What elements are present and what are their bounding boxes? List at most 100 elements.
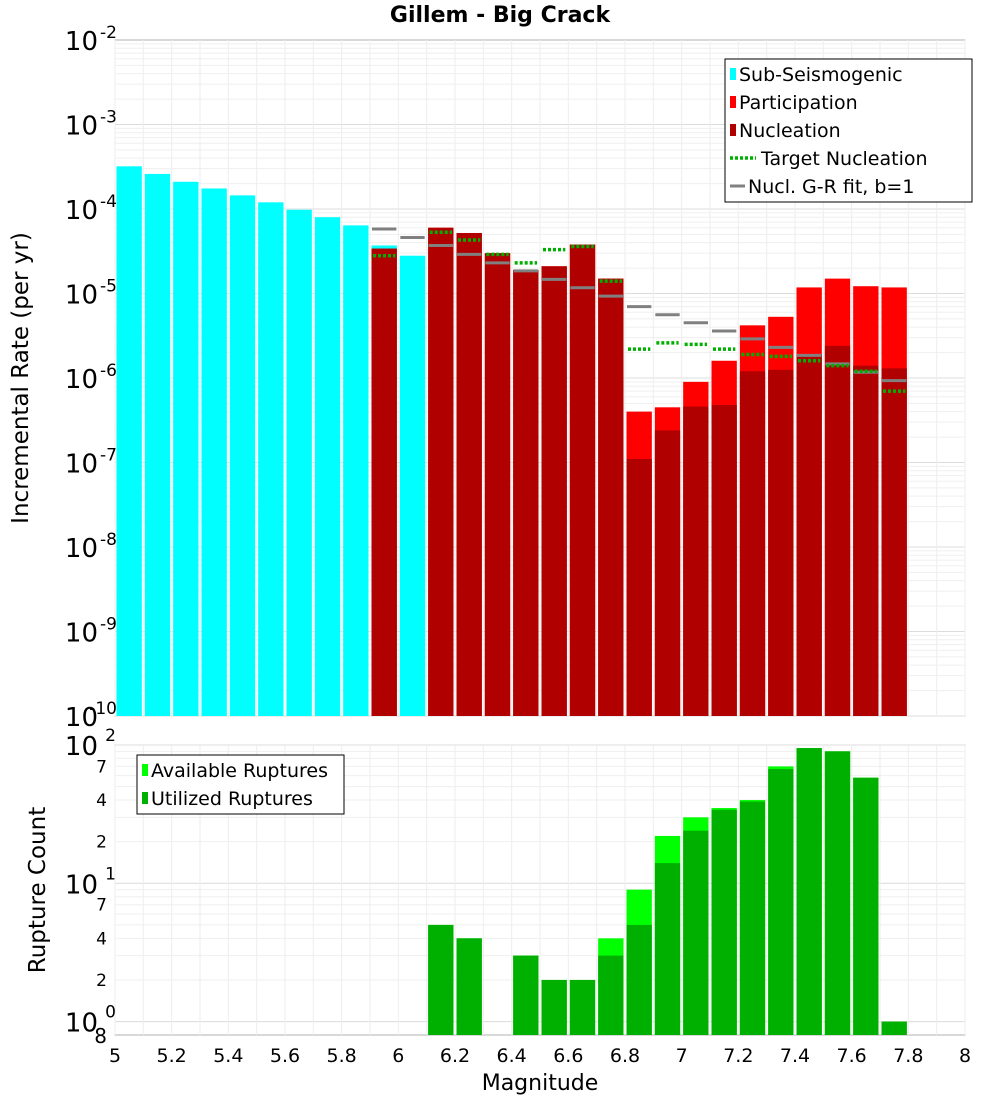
sub-seismogenic-bar [229, 195, 256, 717]
x-tick-label: 5 [109, 1045, 121, 1067]
top-y-tick-exponent: -5 [100, 277, 117, 297]
bottom-y-tick-exponent: 2 [105, 726, 116, 746]
top-y-tick-label: 10 [65, 534, 98, 564]
top-y-tick-label: 10 [65, 112, 98, 142]
top-y-tick-exponent: -9 [100, 615, 117, 635]
sub-seismogenic-bar [201, 188, 227, 717]
x-tick-label: 7 [676, 1045, 688, 1067]
x-tick-label: 5.8 [327, 1045, 357, 1067]
top-y-tick-label: 10 [65, 281, 98, 311]
utilized-ruptures-bar [569, 979, 596, 1035]
top-y-tick-label: 10 [65, 365, 98, 395]
nucleation-bar [456, 232, 482, 716]
bottom-y-tick-label: 10 [65, 870, 98, 900]
top-lines [372, 227, 907, 393]
top-legend-box [724, 58, 973, 203]
sub-seismogenic-bar [343, 225, 369, 716]
legend-label: Utilized Ruptures [151, 788, 313, 810]
bottom-y-tick-label: 10 [65, 1009, 98, 1039]
bottom-bars [428, 748, 907, 1035]
utilized-ruptures-bar [626, 924, 652, 1035]
utilized-ruptures-bar [853, 777, 879, 1035]
utilized-ruptures-bar [456, 938, 482, 1035]
top-y-tick-label: 10 [65, 703, 98, 733]
sub-seismogenic-bar [116, 166, 142, 716]
utilized-ruptures-bar [683, 830, 709, 1035]
bottom-y-tick-minor: 4 [96, 929, 107, 949]
utilized-ruptures-bar [768, 769, 794, 1035]
legend-label: Available Ruptures [151, 760, 328, 782]
nucleation-bar [428, 227, 454, 716]
nucleation-bar [513, 269, 539, 716]
utilized-ruptures-bar [796, 748, 822, 1035]
x-tick-label: 7.6 [837, 1045, 867, 1067]
legend-swatch [730, 68, 736, 80]
nucleation-bar [824, 345, 851, 716]
bottom-legend: Available Ruptures Utilized Ruptures [136, 754, 345, 815]
x-tick-label: 6.4 [497, 1045, 527, 1067]
bottom-legend-box [136, 754, 345, 815]
utilized-ruptures-bar [711, 809, 737, 1035]
nucleation-bar [626, 459, 652, 716]
sub-seismogenic-bar [286, 209, 312, 716]
nucleation-bar [881, 368, 907, 716]
bottom-y-tick-exponent: 1 [105, 864, 116, 884]
nucleation-bar [541, 266, 567, 716]
top-y-tick-label: 10 [65, 196, 98, 226]
nucleation-bar [371, 248, 397, 716]
utilized-ruptures-bar [598, 955, 624, 1035]
utilized-ruptures-bar [541, 979, 567, 1035]
legend-label: Nucl. G-R fit, b=1 [748, 176, 914, 198]
x-tick-label: 6.8 [610, 1045, 640, 1067]
nucleation-bar [569, 244, 596, 716]
top-y-tick-exponent: -10 [89, 699, 117, 719]
nucleation-bar [654, 430, 681, 716]
x-axis-label: Magnitude [482, 1071, 599, 1096]
utilized-ruptures-bar [513, 955, 539, 1035]
utilized-ruptures-bar [824, 751, 851, 1035]
legend-swatch [730, 96, 736, 108]
top-y-tick-exponent: -7 [100, 446, 117, 466]
bottom-y-tick-minor: 7 [96, 757, 107, 777]
sub-seismogenic-bar [173, 181, 199, 717]
bottom-y-tick-minor: 2 [96, 971, 107, 991]
utilized-ruptures-bar [739, 801, 766, 1035]
top-y-tick-exponent: -8 [100, 530, 117, 550]
x-tick-label: 5.2 [157, 1045, 187, 1067]
top-y-tick-exponent: -4 [100, 192, 117, 212]
nucleation-bar [711, 404, 737, 716]
top-y-tick-exponent: -3 [100, 108, 117, 128]
utilized-ruptures-bar [881, 1021, 907, 1035]
bottom-y-tick-label: 10 [65, 732, 98, 762]
sub-seismogenic-bar [399, 255, 426, 716]
nucleation-bar [598, 278, 624, 716]
x-tick-label: 7.8 [893, 1045, 923, 1067]
bottom-y-tick-minor: 8 [94, 1024, 107, 1048]
top-y-tick-exponent: -6 [100, 361, 117, 381]
legend-swatch [730, 124, 736, 136]
x-tick-label: 7.2 [723, 1045, 753, 1067]
bottom-y-tick-minor: 4 [96, 791, 107, 811]
top-y-axis-label: Incremental Rate (per yr) [8, 232, 34, 524]
legend-label: Sub-Seismogenic [739, 64, 903, 86]
nucleation-bar [796, 354, 822, 716]
x-ticks: 5 5.2 5.4 5.6 5.8 6 6.2 6.4 6.6 6.8 7 7.2 7.4 7.6 7.8 8 [109, 1045, 971, 1067]
legend-label: Participation [739, 92, 858, 114]
bottom-grid [114, 744, 966, 1035]
legend-swatch [142, 764, 148, 776]
legend-label: Nucleation [739, 120, 841, 142]
bottom-y-tick-minor: 7 [96, 896, 107, 916]
utilized-ruptures-bar [654, 863, 681, 1035]
x-tick-label: 5.4 [213, 1045, 243, 1067]
x-tick-label: 6.6 [553, 1045, 583, 1067]
sub-seismogenic-bar [314, 217, 341, 716]
top-bars [116, 166, 907, 717]
nucleation-bar [853, 365, 879, 716]
top-y-tick-label: 10 [65, 450, 98, 480]
chart-title: Gillem - Big Crack [390, 3, 612, 28]
top-y-tick-label: 10 [65, 619, 98, 649]
x-tick-label: 8 [959, 1045, 971, 1067]
x-tick-label: 6.2 [440, 1045, 470, 1067]
